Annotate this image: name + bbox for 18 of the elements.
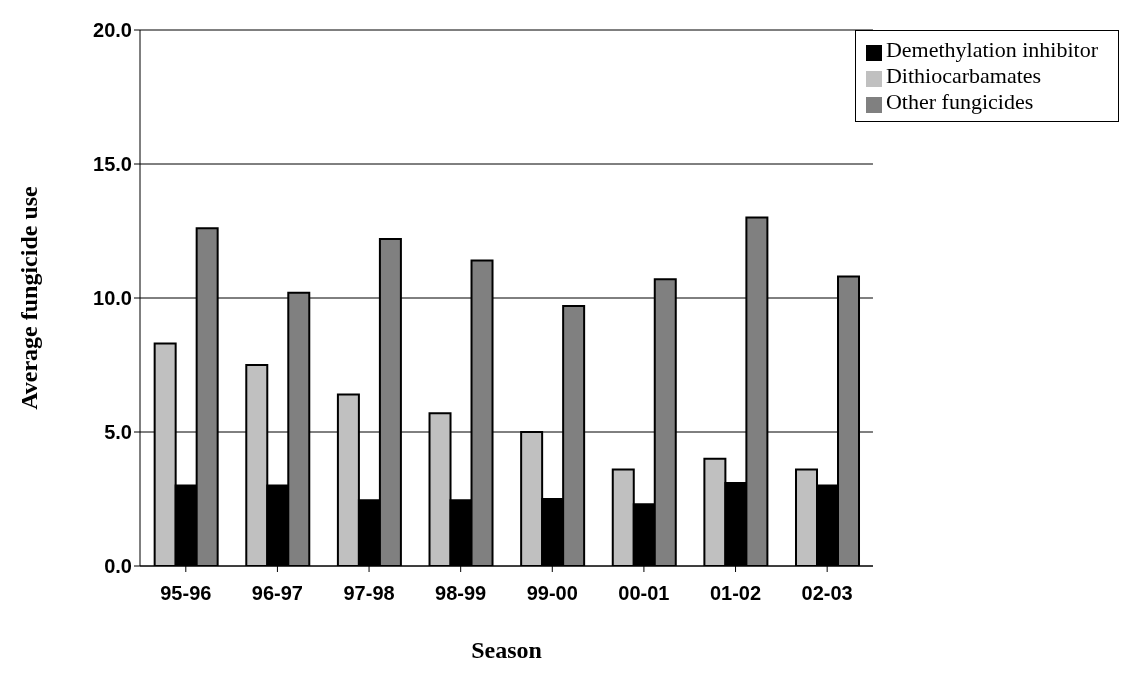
x-tick-label: 01-02 bbox=[709, 582, 762, 605]
legend-label: Other fungicides bbox=[885, 89, 1034, 114]
x-tick-label: 98-99 bbox=[435, 582, 487, 605]
y-tick-label: 20.0 bbox=[93, 19, 132, 42]
x-tick-label: 99-00 bbox=[526, 582, 578, 605]
legend-label: Demethylation inhibitor bbox=[885, 37, 1098, 62]
x-tick-label: 96-97 bbox=[251, 582, 304, 605]
x-tick-label: 95-96 bbox=[160, 582, 212, 605]
y-tick-label: 0.0 bbox=[104, 555, 132, 578]
y-tick-label: 15.0 bbox=[93, 153, 132, 176]
x-tick-label: 00-01 bbox=[618, 582, 670, 605]
y-tick-label: 10.0 bbox=[93, 287, 132, 310]
x-axis-title: Season bbox=[471, 637, 542, 663]
x-tick-label: 97-98 bbox=[343, 582, 395, 605]
x-tick-label: 02-03 bbox=[801, 582, 853, 605]
y-tick-label: 5.0 bbox=[104, 421, 132, 444]
legend-label: Dithiocarbamates bbox=[885, 63, 1042, 88]
y-axis-title: Average fungicide use bbox=[15, 185, 42, 410]
